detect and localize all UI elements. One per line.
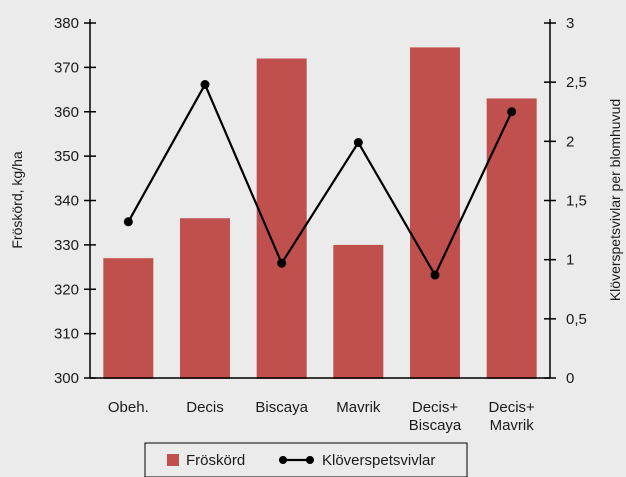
legend-bar-swatch (167, 454, 179, 466)
legend-line-marker-end (306, 456, 314, 464)
line-point-3 (353, 138, 363, 148)
right-tick-label-1: 0,5 (566, 311, 587, 328)
left-tick-label-0: 300 (54, 370, 79, 387)
left-axis-title: Fröskörd, kg/ha (9, 151, 25, 248)
line-point-4 (430, 270, 440, 280)
axes-group: 300 310 320 330 340 350 360 370 380 0 0,5 1 1,5 2 2,5 3 (54, 15, 587, 387)
category-label-4-line-0: Decis+ (412, 399, 459, 416)
bar-1 (180, 218, 230, 379)
left-tick-label-8: 380 (54, 15, 79, 32)
left-tick-label-5: 350 (54, 148, 79, 165)
bar-2 (256, 58, 307, 379)
category-label-2: Biscaya (255, 399, 308, 416)
line-point-1 (200, 80, 210, 90)
right-tick-label-5: 2,5 (566, 74, 587, 91)
bar-4 (410, 47, 460, 379)
left-tick-label-6: 360 (54, 104, 79, 121)
category-label-1: Decis (186, 399, 224, 416)
line-point-5 (507, 107, 517, 117)
legend-label-froskord: Fröskörd (186, 452, 245, 469)
category-label-5-line-0: Decis+ (489, 399, 536, 416)
right-tick-label-0: 0 (566, 370, 574, 387)
left-tick-label-3: 330 (54, 237, 79, 254)
line-series-group (123, 80, 517, 280)
left-tick-label-1: 310 (54, 326, 79, 343)
line-point-2 (277, 258, 287, 268)
bars-group (103, 47, 537, 379)
legend: Fröskörd Klöverspetsvivlar (144, 442, 468, 477)
right-tick-label-4: 2 (566, 133, 574, 150)
bar-5 (486, 98, 537, 379)
category-labels: Obeh. Decis Biscaya Mavrik Decis+BiscayaDeci… (108, 399, 535, 434)
left-tick-label-4: 340 (54, 193, 79, 210)
right-tick-label-2: 1 (566, 252, 574, 269)
right-tick-label-3: 1,5 (566, 193, 587, 210)
left-tick-label-2: 320 (54, 281, 79, 298)
line-point-0 (123, 217, 133, 227)
legend-label-kloverspetsvivlar: Klöverspetsvivlar (322, 452, 435, 469)
right-tick-label-6: 3 (566, 15, 574, 32)
category-label-3: Mavrik (336, 399, 381, 416)
right-axis-title: Klöverspetsvivlar per blomhuvud (607, 99, 623, 301)
category-label-5-line-1: Mavrik (490, 417, 535, 434)
category-label-4-line-1: Biscaya (409, 417, 462, 434)
left-tick-label-7: 370 (54, 59, 79, 76)
legend-line-marker-start (279, 456, 287, 464)
legend-box (144, 442, 468, 477)
bar-3 (333, 244, 384, 379)
bar-0 (103, 258, 154, 379)
line-series-path (127, 82, 513, 278)
category-label-0: Obeh. (108, 399, 149, 416)
